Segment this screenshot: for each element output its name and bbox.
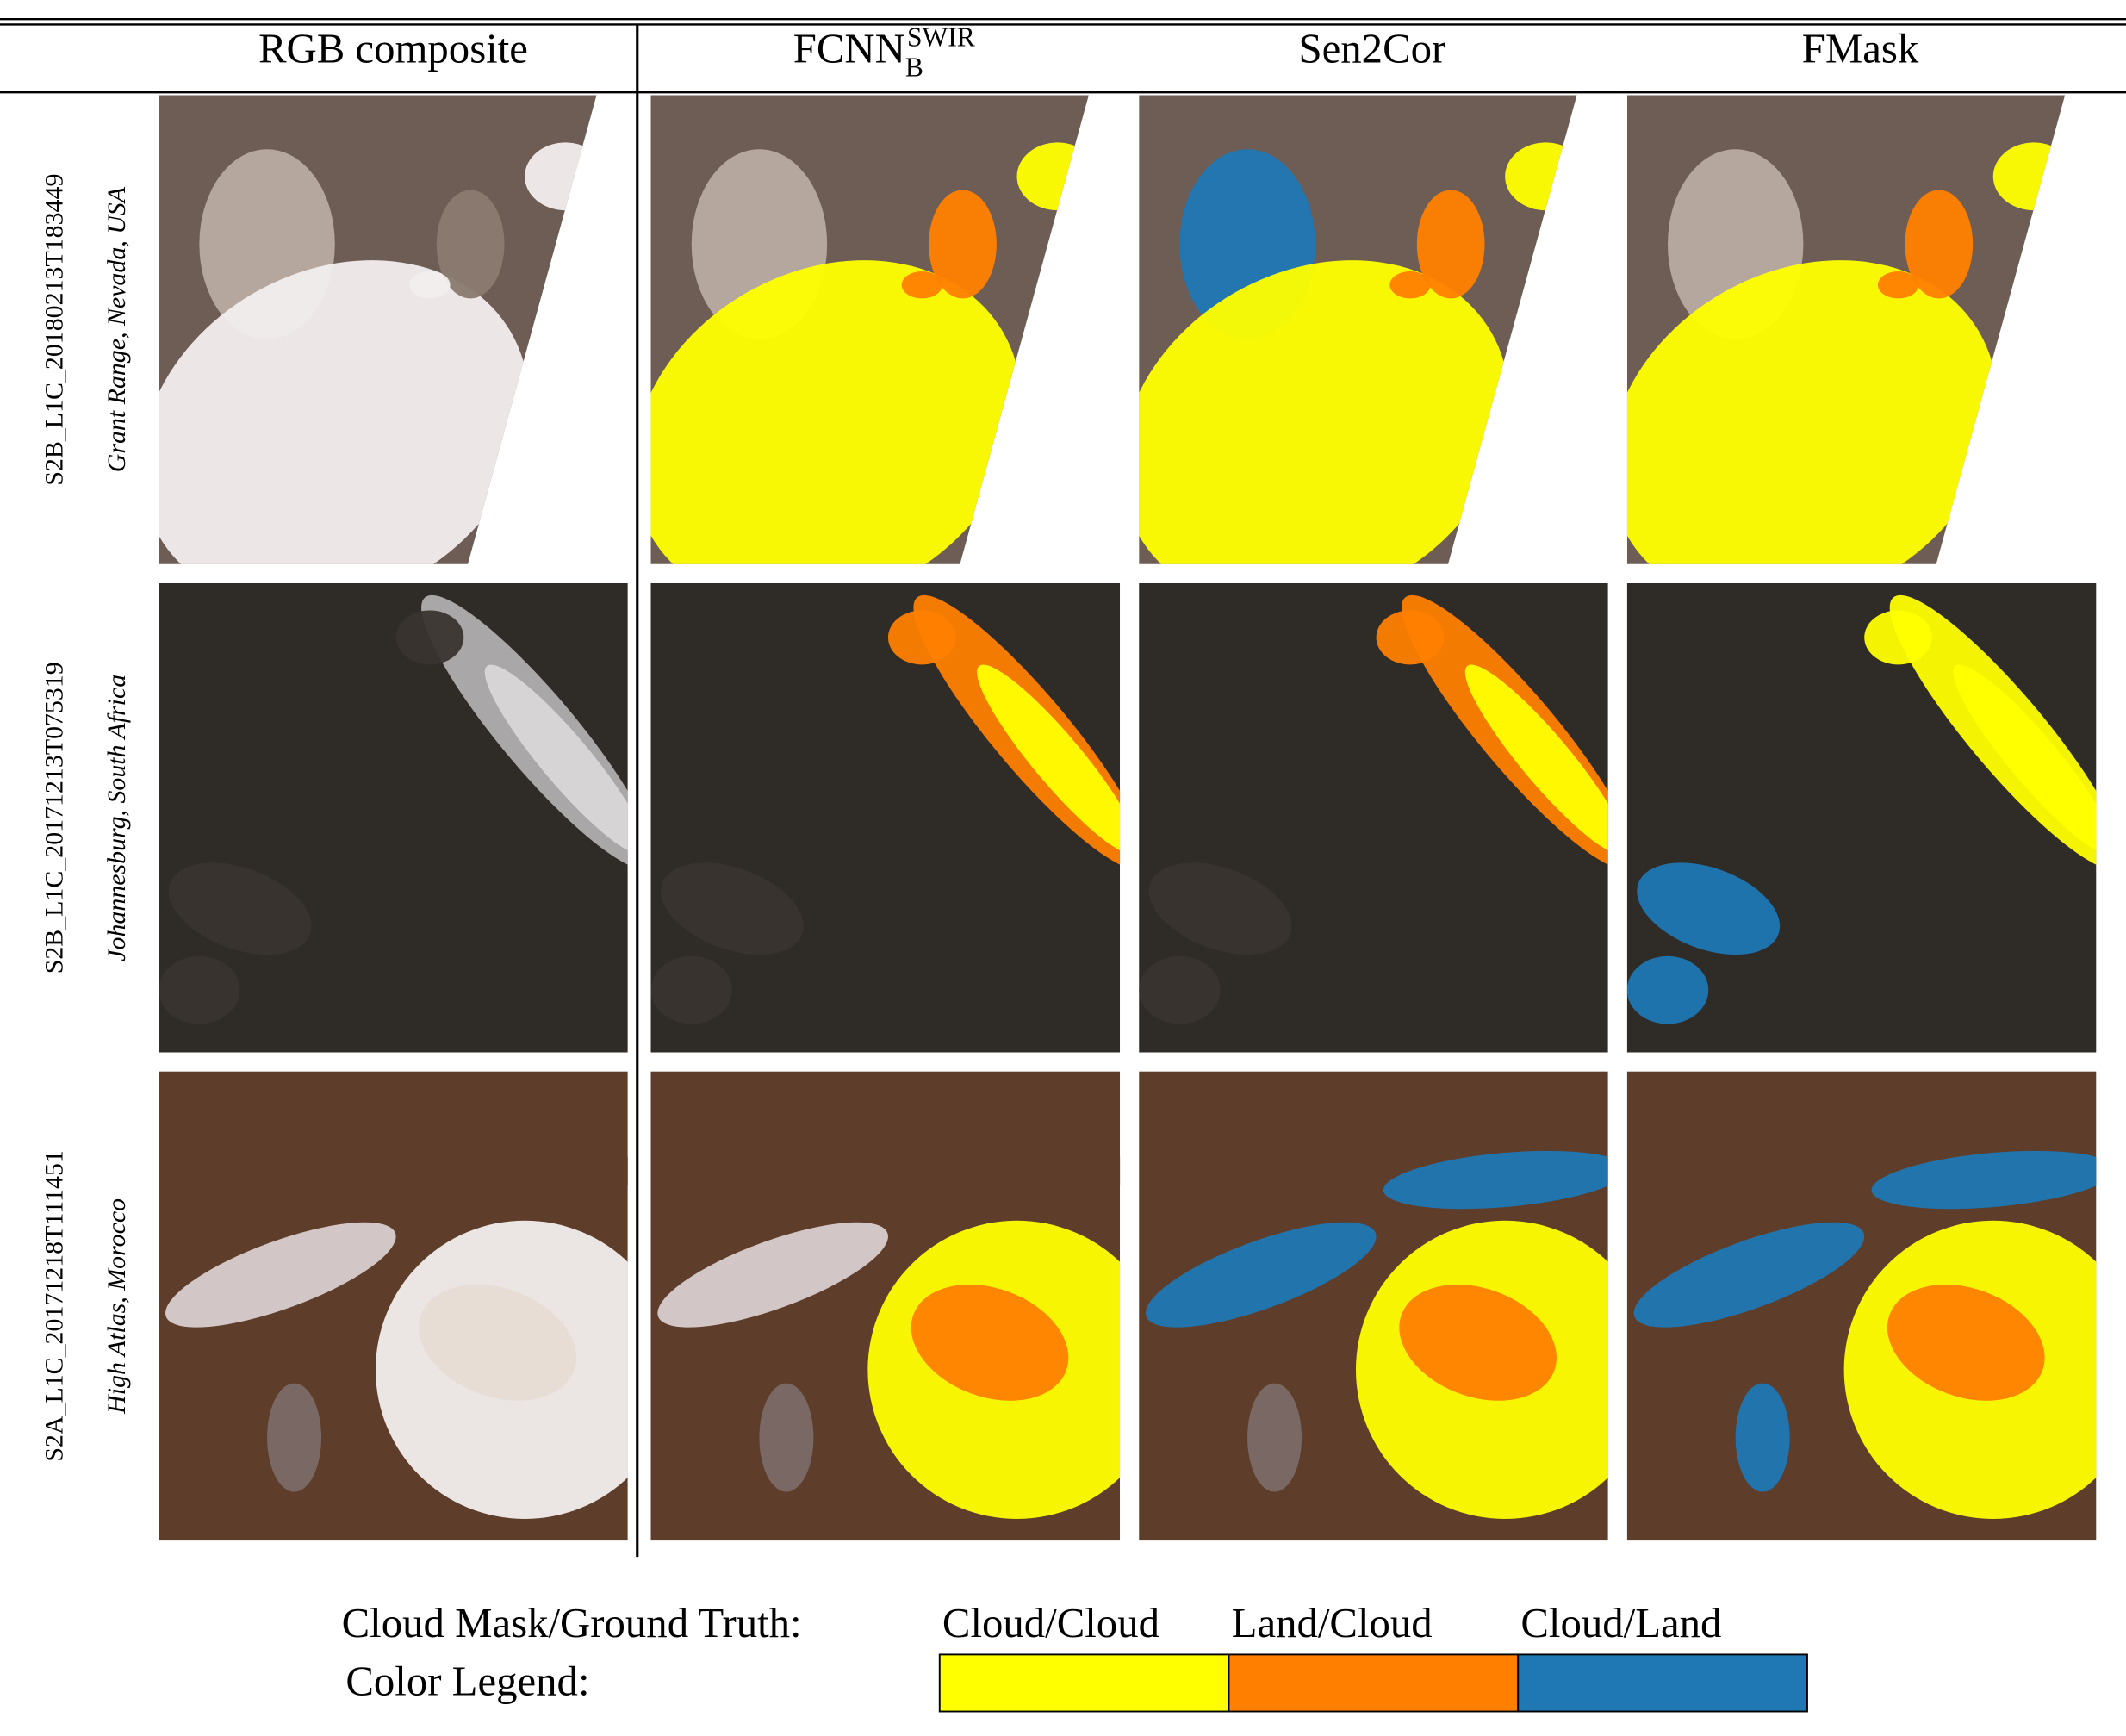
panel-region bbox=[1383, 1150, 1608, 1210]
panel-region bbox=[1887, 1284, 2045, 1401]
panel-region bbox=[1146, 1222, 1377, 1328]
panel-region bbox=[168, 862, 312, 955]
row-location: Grant Range, Nevada, USA bbox=[103, 186, 131, 472]
image-panel bbox=[1139, 582, 1608, 1053]
panels bbox=[159, 95, 2097, 1541]
panel-background bbox=[650, 582, 1121, 1053]
panel-region bbox=[1016, 142, 1089, 211]
column-header-sub: B bbox=[905, 52, 923, 82]
panel-region bbox=[165, 1222, 396, 1328]
image-panel bbox=[159, 95, 597, 564]
row-id: S2B_L1C_20171213T075319 bbox=[40, 662, 68, 974]
panel-region bbox=[650, 260, 1022, 564]
panel-region bbox=[402, 1150, 628, 1210]
panel-region bbox=[159, 955, 240, 1024]
image-panel bbox=[1626, 1071, 2097, 1541]
image-panel bbox=[650, 582, 1121, 1053]
panel-region bbox=[661, 862, 804, 955]
panel-region bbox=[267, 1383, 322, 1492]
panel-region bbox=[436, 190, 505, 299]
column-header-sup: SWIR bbox=[907, 22, 975, 53]
panel-background bbox=[1626, 582, 2097, 1053]
legend-title: Cloud Mask/Ground Truth: bbox=[342, 1600, 802, 1646]
panel-region bbox=[657, 1222, 888, 1328]
image-panel bbox=[650, 1071, 1121, 1541]
legend-swatch bbox=[1228, 1653, 1520, 1713]
panel-region bbox=[977, 664, 1121, 855]
panel-region bbox=[484, 664, 628, 855]
panel-region bbox=[1877, 271, 1919, 299]
panel-region bbox=[395, 610, 464, 665]
column-header: FMask bbox=[1802, 26, 1919, 72]
panel-background bbox=[159, 582, 628, 1053]
panel-region bbox=[1464, 664, 1608, 855]
column-header: Sen2Cor bbox=[1299, 26, 1446, 72]
panel-region bbox=[1139, 260, 1509, 564]
panel-region bbox=[1148, 862, 1292, 955]
image-panel bbox=[1139, 1071, 1608, 1541]
panel-region bbox=[525, 142, 597, 211]
panel-region bbox=[1376, 610, 1445, 665]
row-id: S2A_L1C_20171218T111451 bbox=[40, 1150, 68, 1461]
legend-swatch bbox=[1517, 1653, 1808, 1713]
legend-swatch bbox=[938, 1653, 1230, 1713]
column-header: FCNNBSWIR bbox=[793, 22, 975, 83]
panel-region bbox=[1735, 1383, 1790, 1492]
row-location: High Atlas, Morocco bbox=[103, 1198, 131, 1415]
panel-region bbox=[1633, 1222, 1865, 1328]
legend-label: Cloud/Land bbox=[1520, 1600, 1721, 1646]
row-location: Johannesburg, South Africa bbox=[103, 675, 131, 961]
panel-region bbox=[895, 1150, 1121, 1210]
legend: Cloud/Cloud Land/Cloud Cloud/Land bbox=[938, 1600, 1808, 1713]
panel-region bbox=[1399, 1284, 1557, 1401]
image-panel bbox=[159, 582, 628, 1053]
panel-region bbox=[1626, 260, 1998, 564]
panel-region bbox=[1416, 190, 1485, 299]
panel-region bbox=[887, 610, 956, 665]
panel-region bbox=[1864, 610, 1932, 665]
image-panel bbox=[159, 1071, 628, 1541]
panel-region bbox=[650, 955, 732, 1024]
panel-region bbox=[1992, 142, 2066, 211]
panel-region bbox=[1905, 190, 1974, 299]
panel-region bbox=[911, 1284, 1069, 1401]
legend-label: Cloud/Cloud bbox=[942, 1600, 1159, 1646]
panel-region bbox=[1505, 142, 1577, 211]
panel-region bbox=[1637, 862, 1781, 955]
panel-region bbox=[1953, 664, 2097, 855]
column-header: RGB composite bbox=[258, 26, 528, 72]
panel-region bbox=[159, 260, 529, 564]
panel-region bbox=[1871, 1150, 2097, 1210]
panel-region bbox=[1626, 955, 1709, 1024]
legend-subtitle: Color Legend: bbox=[345, 1658, 589, 1705]
panel-region bbox=[901, 271, 942, 299]
panel-region bbox=[419, 1284, 576, 1401]
panel-region bbox=[1139, 955, 1221, 1024]
row-labels: S2B_L1C_20180213T183449 Grant Range, Neva… bbox=[40, 174, 130, 1462]
column-header: FCNN bbox=[793, 26, 905, 72]
panel-background bbox=[1139, 582, 1608, 1053]
panel-region bbox=[409, 271, 451, 299]
row-id: S2B_L1C_20180213T183449 bbox=[40, 174, 68, 486]
panel-region bbox=[1247, 1383, 1302, 1492]
legend-label: Land/Cloud bbox=[1232, 1600, 1433, 1646]
panel-region bbox=[929, 190, 997, 299]
image-panel bbox=[1626, 582, 2097, 1053]
panel-region bbox=[1389, 271, 1431, 299]
panel-region bbox=[759, 1383, 814, 1492]
